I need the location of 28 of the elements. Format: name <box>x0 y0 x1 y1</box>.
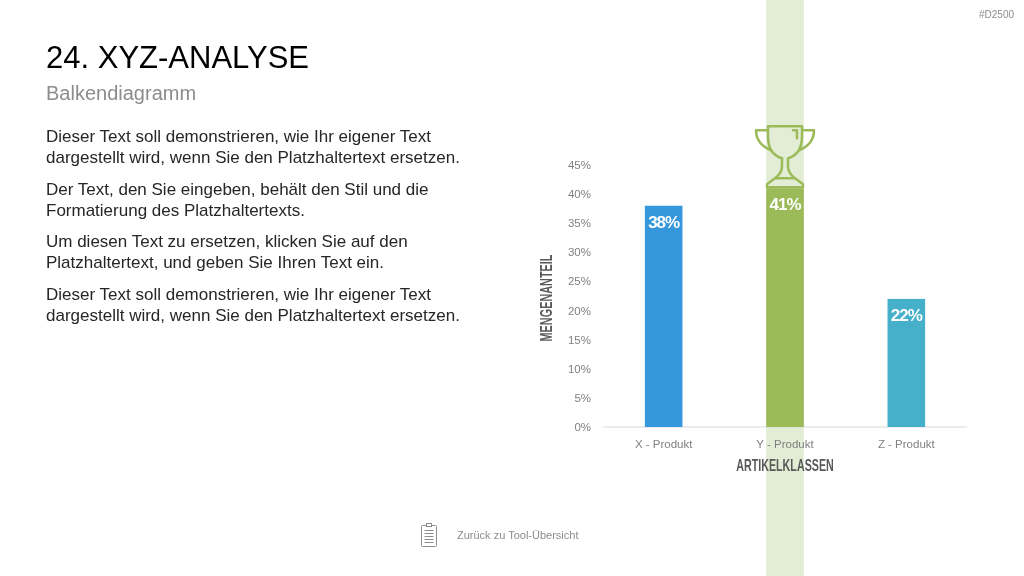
y-tick-label: 15% <box>567 333 591 346</box>
y-tick-label: 35% <box>567 217 591 230</box>
bar <box>644 205 683 427</box>
y-tick-label: 30% <box>567 246 591 259</box>
y-axis-title: MENGENANTEIL <box>537 254 556 342</box>
x-tick-label: Y - Produkt <box>756 438 815 451</box>
text: Zurück zu Tool-Übersicht <box>457 528 579 541</box>
text: Der Text, den Sie eingeben, behält den Stil und die Formatierung des Platzhaltertexts. <box>46 179 429 220</box>
data-label: 41% <box>769 195 802 215</box>
y-tick-label: 20% <box>567 304 591 317</box>
y-tick-label: 0% <box>574 421 591 434</box>
text: 24. XYZ-ANALYSE <box>46 40 310 75</box>
text: #D2500 <box>978 8 1015 20</box>
text: Um diesen Text zu ersetzen, klicken Sie auf den Platzhaltertext, und geben Sie Ihren Text ein. <box>46 232 408 272</box>
y-tick-label: 25% <box>567 275 591 288</box>
y-tick-label: 45% <box>567 159 591 172</box>
text: Dieser Text soll demonstrieren, wie Ihr eigener Text dargestellt wird, wenn Sie den Platzhaltertext ersetzen. <box>46 284 460 325</box>
y-tick-label: 10% <box>567 362 591 375</box>
x-axis-title: ARTIKELKLASSEN <box>736 456 834 475</box>
y-tick-label: 40% <box>567 188 591 201</box>
data-label: 38% <box>648 212 681 232</box>
bar <box>887 298 926 427</box>
text: Dieser Text soll demonstrieren, wie Ihr eigener Text dargestellt wird, wenn Sie den Platzhaltertext ersetzen. <box>46 127 460 167</box>
data-label: 22% <box>890 305 923 325</box>
y-tick-label: 5% <box>574 391 591 404</box>
text: Balkendiagramm <box>46 82 197 104</box>
x-tick-label: Z - Produkt <box>877 438 936 451</box>
x-tick-label: X - Produkt <box>634 438 694 451</box>
